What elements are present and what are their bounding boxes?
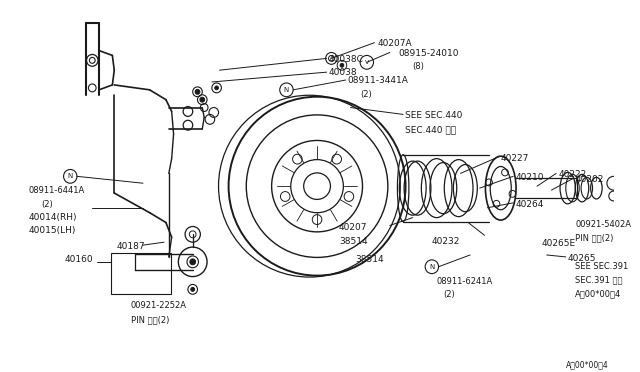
- Circle shape: [200, 97, 205, 102]
- Circle shape: [340, 63, 344, 67]
- Circle shape: [190, 259, 196, 265]
- Text: 40187: 40187: [116, 242, 145, 251]
- Text: 40160: 40160: [65, 255, 93, 264]
- Text: 08911-3441A: 08911-3441A: [348, 76, 408, 85]
- Text: PIN ピン(2): PIN ピン(2): [575, 233, 614, 242]
- Text: 08911-6241A: 08911-6241A: [436, 276, 493, 286]
- Text: 40015(LH): 40015(LH): [28, 227, 76, 235]
- Text: N: N: [68, 173, 73, 179]
- Text: 38514: 38514: [355, 255, 384, 264]
- Text: SEE SEC.391: SEE SEC.391: [575, 262, 628, 271]
- Text: (2): (2): [42, 200, 53, 209]
- Text: 40207: 40207: [338, 222, 367, 231]
- Text: SEC.440 参照: SEC.440 参照: [405, 125, 456, 134]
- Text: N: N: [429, 264, 435, 270]
- Circle shape: [195, 89, 200, 94]
- Text: 00921-5402A: 00921-5402A: [575, 219, 631, 228]
- Text: (8): (8): [413, 62, 424, 71]
- Text: (2): (2): [444, 290, 455, 299]
- Text: 40227: 40227: [500, 154, 529, 163]
- Text: 40265E: 40265E: [542, 239, 576, 248]
- Text: 00921-2252A: 00921-2252A: [131, 301, 186, 310]
- Text: 38514: 38514: [339, 237, 368, 246]
- Text: 40222: 40222: [558, 170, 586, 179]
- Text: SEC.391 参照: SEC.391 参照: [575, 276, 623, 285]
- Text: 40202: 40202: [575, 175, 604, 185]
- Text: 40038C: 40038C: [328, 55, 364, 64]
- Text: (2): (2): [360, 90, 372, 99]
- Text: 40264: 40264: [515, 200, 543, 209]
- Text: SEE SEC.440: SEE SEC.440: [405, 112, 463, 121]
- Text: 40207A: 40207A: [378, 39, 412, 48]
- Text: A・00*00・4: A・00*00・4: [575, 289, 621, 298]
- Text: 40038: 40038: [328, 68, 357, 77]
- Text: N: N: [284, 87, 289, 93]
- Circle shape: [191, 288, 195, 291]
- Text: 40210: 40210: [515, 173, 543, 182]
- Text: A・00*00・4: A・00*00・4: [566, 360, 609, 369]
- Text: PIN ピン(2): PIN ピン(2): [131, 315, 169, 324]
- Text: V: V: [365, 60, 369, 65]
- Text: 08911-6441A: 08911-6441A: [28, 186, 84, 195]
- Circle shape: [214, 86, 218, 90]
- Text: 40014(RH): 40014(RH): [28, 213, 77, 222]
- Text: 08915-24010: 08915-24010: [398, 49, 459, 58]
- Bar: [111, 253, 171, 294]
- Text: 40265: 40265: [568, 254, 596, 263]
- Text: 40232: 40232: [432, 237, 460, 246]
